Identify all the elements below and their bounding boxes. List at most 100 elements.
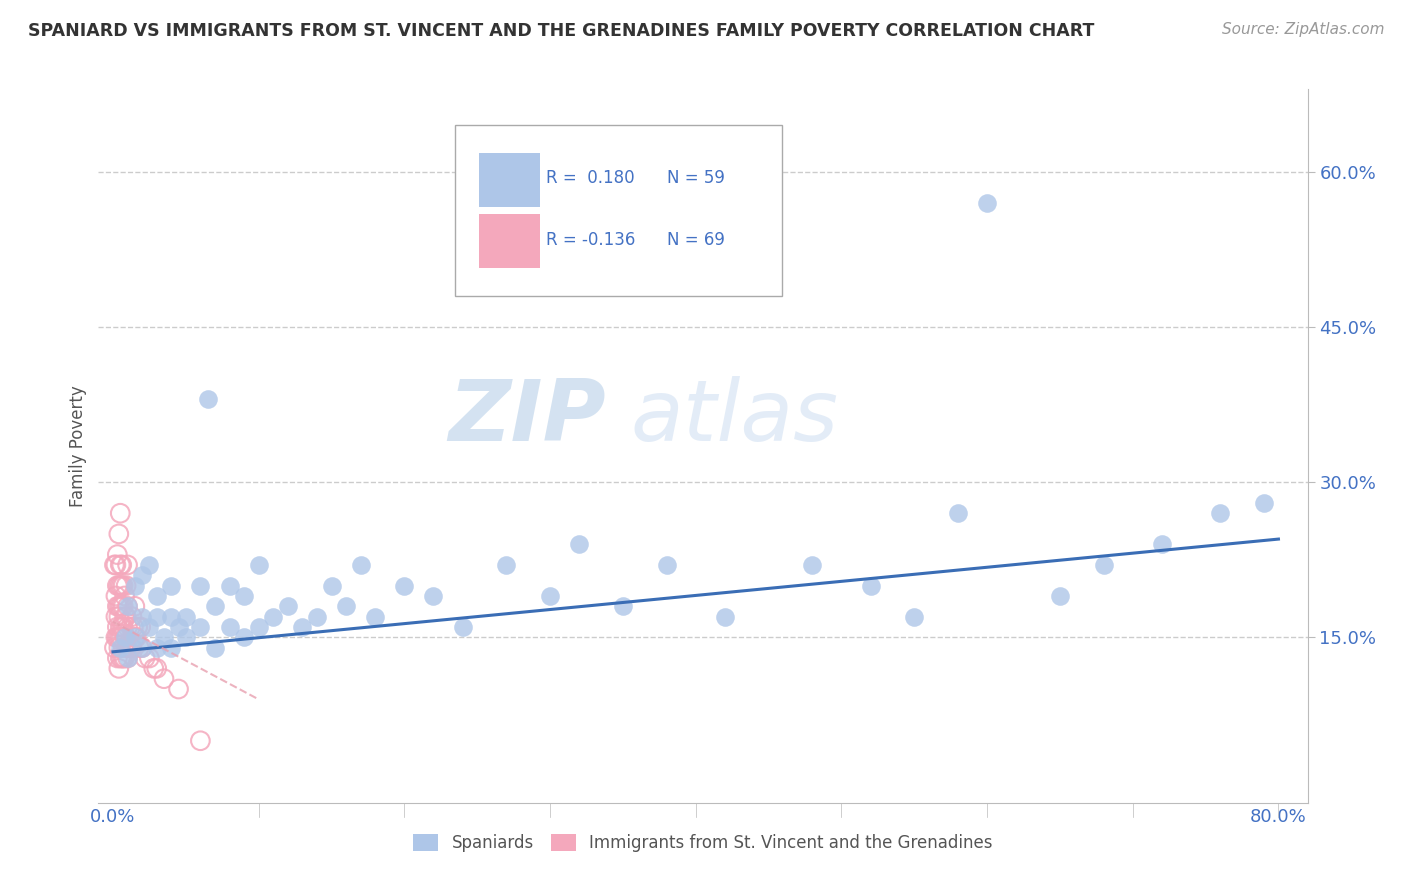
- Point: [112, 620, 135, 634]
- Point: [903, 609, 925, 624]
- Point: [124, 630, 146, 644]
- Text: N = 69: N = 69: [666, 232, 724, 250]
- Point: [115, 609, 138, 624]
- Point: [131, 609, 153, 624]
- Point: [138, 558, 160, 572]
- Point: [120, 640, 142, 655]
- Y-axis label: Family Poverty: Family Poverty: [69, 385, 87, 507]
- Point: [145, 589, 167, 603]
- Point: [218, 620, 240, 634]
- Point: [124, 599, 146, 614]
- Point: [105, 579, 128, 593]
- Text: Source: ZipAtlas.com: Source: ZipAtlas.com: [1222, 22, 1385, 37]
- Point: [197, 392, 219, 407]
- Point: [335, 599, 357, 614]
- Point: [124, 630, 146, 644]
- Point: [112, 579, 135, 593]
- Point: [538, 589, 561, 603]
- Point: [233, 630, 256, 644]
- Point: [110, 640, 132, 655]
- Point: [451, 620, 474, 634]
- Point: [114, 630, 136, 644]
- Point: [104, 589, 127, 603]
- Point: [104, 630, 127, 644]
- Point: [131, 640, 153, 655]
- Point: [131, 640, 153, 655]
- Point: [190, 620, 212, 634]
- Point: [117, 599, 139, 614]
- Point: [153, 672, 176, 686]
- Point: [153, 630, 176, 644]
- Point: [233, 589, 256, 603]
- Point: [111, 579, 134, 593]
- Point: [117, 651, 139, 665]
- Point: [108, 630, 131, 644]
- Point: [115, 640, 138, 655]
- Point: [138, 620, 160, 634]
- Point: [247, 558, 270, 572]
- Point: [111, 630, 134, 644]
- Text: ZIP: ZIP: [449, 376, 606, 459]
- Point: [305, 609, 328, 624]
- Point: [422, 589, 444, 603]
- Text: N = 59: N = 59: [666, 169, 724, 187]
- Point: [110, 630, 132, 644]
- Point: [1253, 496, 1275, 510]
- Point: [1092, 558, 1115, 572]
- Point: [112, 651, 135, 665]
- Point: [110, 651, 132, 665]
- Point: [160, 579, 183, 593]
- Text: R =  0.180: R = 0.180: [546, 169, 634, 187]
- Point: [117, 640, 139, 655]
- Point: [262, 609, 284, 624]
- Point: [111, 599, 134, 614]
- Point: [103, 640, 125, 655]
- Point: [108, 599, 131, 614]
- Point: [108, 661, 131, 675]
- Point: [142, 661, 165, 675]
- Point: [714, 609, 737, 624]
- Point: [108, 640, 131, 655]
- Text: atlas: atlas: [630, 376, 838, 459]
- Point: [104, 558, 127, 572]
- Point: [114, 651, 136, 665]
- Point: [167, 620, 190, 634]
- Point: [321, 579, 343, 593]
- Point: [120, 620, 142, 634]
- Point: [110, 620, 132, 634]
- Point: [108, 527, 131, 541]
- Point: [145, 609, 167, 624]
- Point: [160, 640, 183, 655]
- Point: [174, 609, 197, 624]
- Point: [108, 609, 131, 624]
- Point: [117, 599, 139, 614]
- Point: [145, 661, 167, 675]
- Point: [145, 640, 167, 655]
- Point: [291, 620, 314, 634]
- Point: [114, 609, 136, 624]
- FancyBboxPatch shape: [456, 125, 782, 296]
- Point: [110, 506, 132, 520]
- Point: [350, 558, 373, 572]
- Point: [394, 579, 416, 593]
- Text: SPANIARD VS IMMIGRANTS FROM ST. VINCENT AND THE GRENADINES FAMILY POVERTY CORREL: SPANIARD VS IMMIGRANTS FROM ST. VINCENT …: [28, 22, 1094, 40]
- Point: [111, 620, 134, 634]
- Point: [655, 558, 678, 572]
- Point: [801, 558, 824, 572]
- Point: [859, 579, 882, 593]
- Point: [190, 733, 212, 747]
- Point: [105, 651, 128, 665]
- Point: [103, 558, 125, 572]
- Point: [364, 609, 387, 624]
- Point: [117, 558, 139, 572]
- Point: [105, 548, 128, 562]
- Point: [111, 558, 134, 572]
- Point: [110, 558, 132, 572]
- FancyBboxPatch shape: [479, 153, 540, 207]
- Point: [121, 640, 143, 655]
- Point: [121, 609, 143, 624]
- Point: [124, 579, 146, 593]
- Point: [114, 630, 136, 644]
- Point: [117, 620, 139, 634]
- Point: [1209, 506, 1232, 520]
